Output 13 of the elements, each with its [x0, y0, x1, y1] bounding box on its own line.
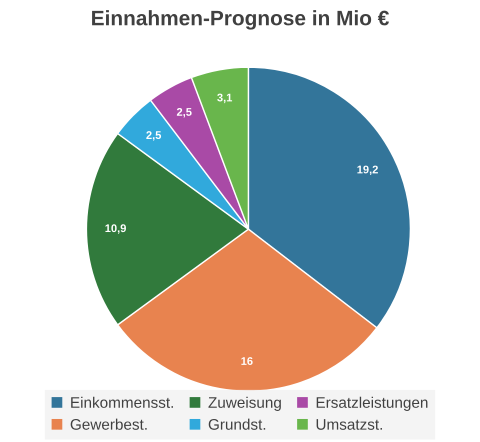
legend-label: Zuweisung: [208, 396, 281, 411]
data-label: 10,9: [105, 224, 126, 234]
data-label: 2,5: [146, 131, 162, 141]
legend-label: Einkommensst.: [71, 396, 173, 408]
legend-label: Umsatzst.: [316, 419, 382, 430]
legend-label: Grundst.: [208, 418, 266, 430]
data-label: 3,1: [217, 94, 232, 104]
data-label: 16: [241, 357, 253, 365]
legend-label: Ersatzleistungen: [316, 396, 428, 411]
legend-label: Gewerbest.: [70, 418, 147, 430]
data-label: 2,5: [176, 108, 192, 118]
chart-title: Einnahmen-Prognose in Mio €: [92, 10, 389, 30]
data-label: 19,2: [357, 166, 378, 176]
